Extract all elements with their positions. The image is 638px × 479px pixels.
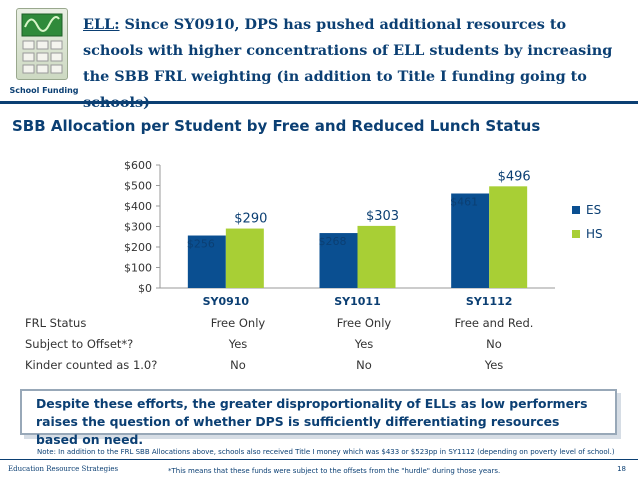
callout-box: Despite these efforts, the greater dispr… bbox=[20, 389, 617, 447]
legend-swatch-es bbox=[572, 206, 580, 214]
table-cell: Yes bbox=[484, 358, 504, 372]
table-cell: No bbox=[486, 337, 502, 351]
table-cell: No bbox=[356, 358, 372, 372]
data-label: $496 bbox=[498, 169, 531, 184]
school-funding-badge: School Funding bbox=[8, 8, 79, 98]
bar-hs bbox=[357, 225, 396, 288]
row-label-offset: Subject to Offset*? bbox=[25, 337, 134, 351]
y-tick-label: $400 bbox=[124, 200, 152, 213]
footer-organization: Education Resource Strategies bbox=[8, 465, 119, 473]
table-cell: Free Only bbox=[336, 316, 392, 330]
table-cell: Free and Red. bbox=[454, 316, 534, 330]
chart-icon bbox=[16, 8, 68, 80]
y-tick-label: $0 bbox=[138, 282, 152, 295]
y-tick-label: $200 bbox=[124, 241, 152, 254]
slide-headline: ELL: Since SY0910, DPS has pushed additi… bbox=[83, 12, 628, 116]
y-tick-label: $300 bbox=[124, 221, 152, 234]
x-tick-label: SY1112 bbox=[466, 295, 513, 308]
offset-footnote: *This means that these funds were subjec… bbox=[168, 467, 501, 475]
x-tick-label: SY1011 bbox=[334, 295, 381, 308]
table-cell: Yes bbox=[228, 337, 248, 351]
data-label: $256 bbox=[187, 238, 215, 251]
table-cell: No bbox=[230, 358, 246, 372]
bar-es bbox=[319, 233, 358, 288]
bar-es bbox=[187, 235, 226, 288]
row-label-kinder: Kinder counted as 1.0? bbox=[25, 358, 158, 372]
y-tick-label: $500 bbox=[124, 180, 152, 193]
data-label: $303 bbox=[366, 209, 399, 224]
headline-lead: ELL: bbox=[83, 16, 120, 33]
data-label: $461 bbox=[450, 195, 478, 208]
footer-divider bbox=[0, 459, 638, 460]
table-cell: Free Only bbox=[210, 316, 266, 330]
table-cell: Yes bbox=[354, 337, 374, 351]
bar-es bbox=[451, 193, 490, 288]
waveform-icon bbox=[21, 13, 63, 74]
bar-hs bbox=[225, 228, 264, 288]
badge-label: School Funding bbox=[9, 86, 79, 95]
bar-hs bbox=[489, 186, 528, 288]
bar-chart: $0 $100 $200 $300 $400 $500 $600 $256 $290 SY0910… bbox=[124, 159, 603, 308]
x-tick-label: SY0910 bbox=[203, 295, 250, 308]
legend-swatch-hs bbox=[572, 230, 580, 238]
data-label: $268 bbox=[319, 235, 347, 248]
y-tick-label: $600 bbox=[124, 159, 152, 172]
y-tick-label: $100 bbox=[124, 262, 152, 275]
header-divider bbox=[0, 101, 638, 104]
legend-label-es: ES bbox=[586, 203, 601, 217]
page-number: 18 bbox=[617, 465, 626, 473]
title-i-note: Note: In addition to the FRL SBB Allocat… bbox=[37, 448, 615, 456]
chart-title: SBB Allocation per Student by Free and R… bbox=[12, 117, 541, 135]
headline-text: Since SY0910, DPS has pushed additional … bbox=[83, 16, 613, 111]
data-label: $290 bbox=[234, 212, 267, 227]
legend-label-hs: HS bbox=[586, 227, 603, 241]
row-label-frl-status: FRL Status bbox=[25, 316, 87, 330]
